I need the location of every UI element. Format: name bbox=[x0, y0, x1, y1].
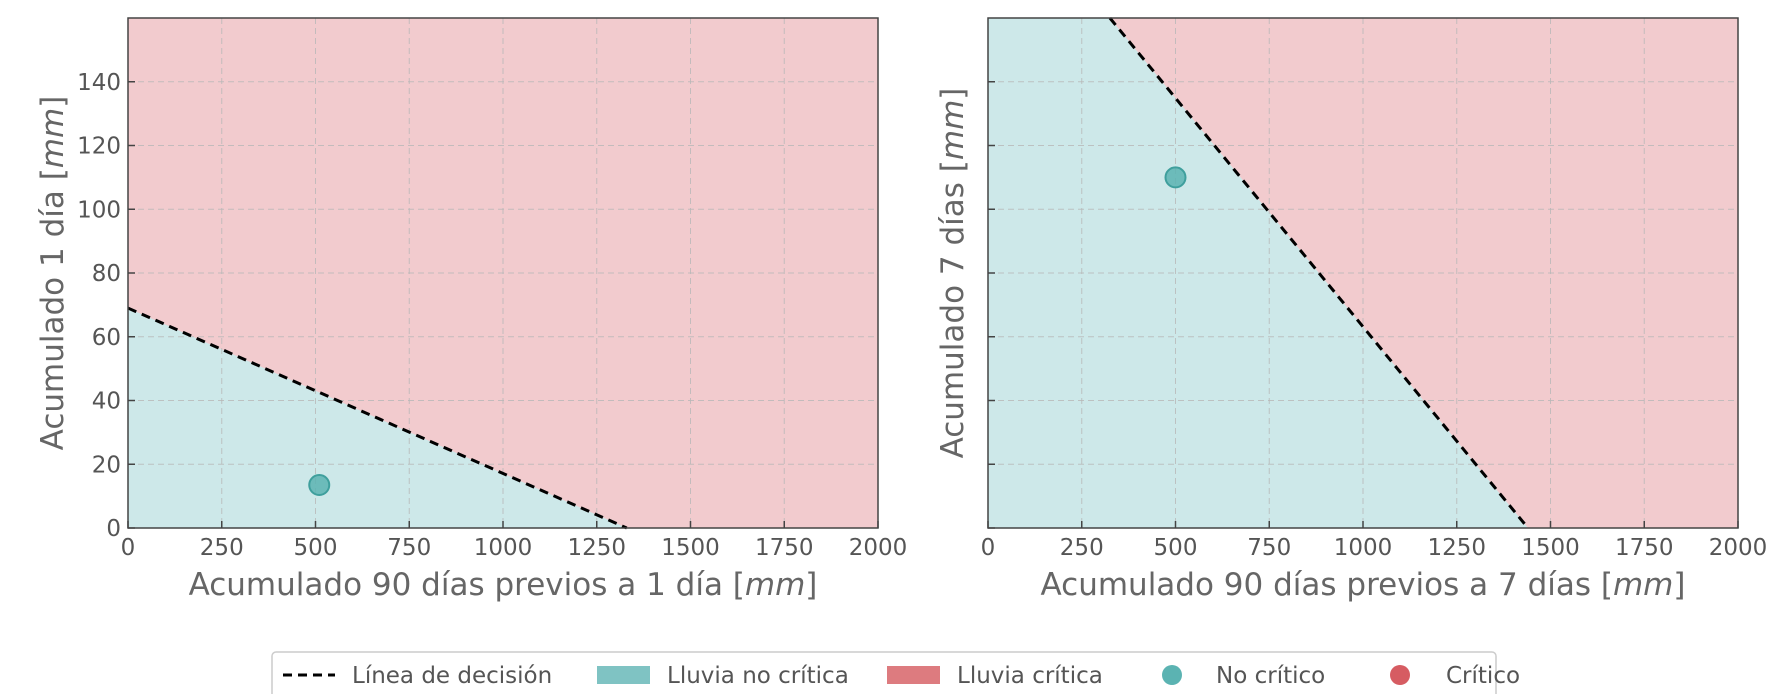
decision-line bbox=[127, 306, 628, 530]
x-tick-label: 1750 bbox=[1615, 535, 1674, 561]
x-axis-label: Acumulado 90 días previos a 1 día [mm] bbox=[189, 567, 818, 603]
y-axis-label: Acumulado 1 día [mm] bbox=[35, 96, 71, 451]
legend-critico-marker bbox=[1390, 665, 1410, 685]
data-point-no-critico bbox=[1164, 166, 1187, 189]
x-tick-label: 2000 bbox=[849, 535, 908, 561]
y-axis-label: Acumulado 7 días [mm] bbox=[935, 88, 971, 459]
legend-label-lluvia-no-critica: Lluvia no crítica bbox=[667, 663, 849, 689]
chart-panel-2: 0 250 500 750 1000 1250 1500 1750 2000 Acumulado … bbox=[935, 17, 1767, 603]
legend: Línea de decisión Lluvia no crítica Lluv… bbox=[271, 651, 1520, 694]
legend-frame bbox=[271, 651, 1497, 694]
x-tick-label: 500 bbox=[294, 535, 338, 561]
data-point-no-critico bbox=[308, 473, 331, 496]
x-tick-label: 1750 bbox=[755, 535, 814, 561]
x-tick-label: 0 bbox=[981, 535, 996, 561]
x-tick-label: 1500 bbox=[661, 535, 720, 561]
y-tick-label: 120 bbox=[77, 134, 121, 160]
x-tick-label: 1000 bbox=[1334, 535, 1393, 561]
legend-no-critica-patch bbox=[597, 666, 650, 684]
x-axis-label: Acumulado 90 días previos a 7 días [mm] bbox=[1041, 567, 1686, 603]
x-tick-label: 2000 bbox=[1709, 535, 1767, 561]
x-tick-label: 0 bbox=[121, 535, 136, 561]
legend-label-no-critico: No crítico bbox=[1216, 663, 1325, 689]
chart-panel-1: 0 250 500 750 1000 1250 1500 1750 2000 0 20 40 60 80 1… bbox=[35, 17, 908, 603]
x-tick-label: 250 bbox=[200, 535, 244, 561]
legend-label-decision-line: Línea de decisión bbox=[352, 663, 552, 689]
y-tick-label: 20 bbox=[92, 452, 121, 478]
y-tick-label: 80 bbox=[92, 261, 121, 287]
y-tick-label: 100 bbox=[77, 197, 121, 223]
y-tick-label: 40 bbox=[92, 389, 121, 415]
x-tick-label: 250 bbox=[1060, 535, 1104, 561]
y-tick-label: 140 bbox=[77, 70, 121, 96]
x-tick-label: 1500 bbox=[1521, 535, 1580, 561]
legend-label-critico: Crítico bbox=[1446, 663, 1520, 689]
x-tick-label: 750 bbox=[1247, 535, 1291, 561]
legend-no-critico-marker bbox=[1162, 665, 1182, 685]
decision-line bbox=[1108, 17, 1530, 529]
x-tick-label: 500 bbox=[1154, 535, 1198, 561]
x-tick-label: 1250 bbox=[567, 535, 626, 561]
x-tick-label: 1250 bbox=[1427, 535, 1486, 561]
y-tick-label: 0 bbox=[106, 516, 121, 542]
y-tick-label: 60 bbox=[92, 325, 121, 351]
legend-label-lluvia-critica: Lluvia crítica bbox=[957, 663, 1103, 689]
x-tick-label: 750 bbox=[387, 535, 431, 561]
legend-critica-patch bbox=[887, 666, 940, 684]
x-tick-label: 1000 bbox=[474, 535, 533, 561]
